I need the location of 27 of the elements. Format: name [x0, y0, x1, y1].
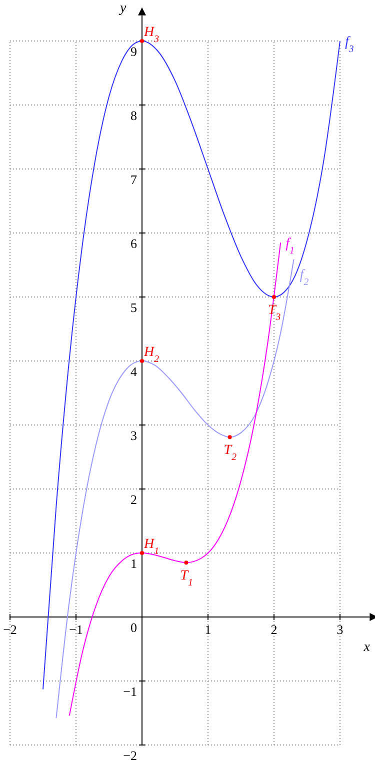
x-tick-label: 1: [204, 622, 212, 637]
annotation: H$_{2}$: [143, 345, 160, 364]
y-axis-title: y: [118, 1, 127, 16]
x-axis-title: x: [362, 640, 371, 655]
series-label: f$_{2}$: [300, 268, 309, 288]
x-tick-label: −2: [3, 622, 17, 637]
annotation: H$_{3}$: [143, 25, 160, 44]
y-tick-label: 3: [130, 428, 137, 443]
y-tick-label: 7: [130, 172, 138, 187]
y-tick-label: −2: [123, 748, 137, 763]
x-tick-label: −1: [69, 622, 83, 637]
x-tick-label: 3: [336, 622, 344, 637]
y-tick-label: 1: [130, 556, 137, 571]
series-label: f$_{1}$: [286, 236, 294, 256]
y-tick-label: 8: [130, 108, 137, 123]
annotation: T$_{1}$: [180, 568, 193, 588]
y-tick-label: 4: [130, 364, 138, 379]
y-tick-label: 0: [130, 620, 137, 635]
y-tick-label: 5: [130, 300, 137, 315]
annotation: T$_{2}$: [224, 443, 237, 463]
x-tick-label: 2: [270, 622, 278, 637]
annotation: H$_{1}$: [143, 537, 160, 556]
y-tick-label: 2: [130, 492, 137, 507]
y-tick-label: 6: [130, 236, 138, 251]
series-label: f$_{3}$: [345, 35, 354, 54]
y-tick-label: 9: [130, 44, 137, 59]
y-tick-label: −1: [123, 684, 137, 699]
